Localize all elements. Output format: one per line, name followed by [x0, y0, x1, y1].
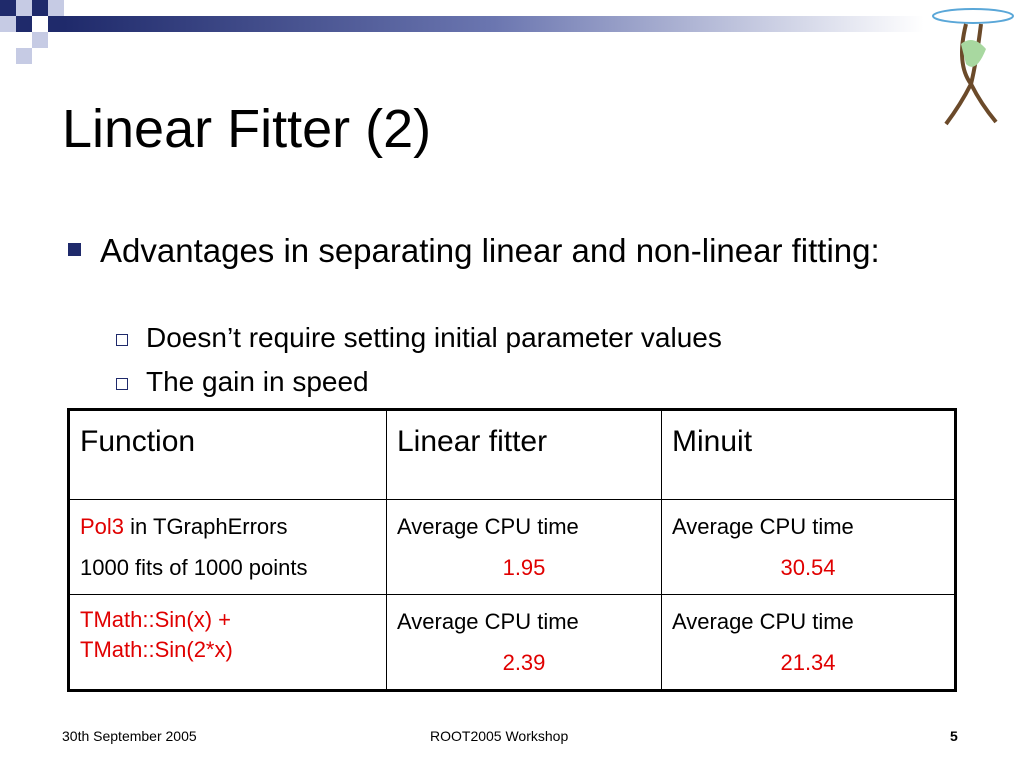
highlight: TMath::Sin(x) + TMath::Sin(2*x): [80, 607, 233, 662]
sub-bullet-icon: [116, 334, 128, 346]
cell: Pol3 in TGraphErrors 1000 fits of 1000 po…: [68, 499, 387, 595]
table-row: TMath::Sin(x) + TMath::Sin(2*x) Average …: [68, 594, 956, 691]
label: Average CPU time: [672, 609, 854, 634]
table: Function Linear fitter Minuit Pol3 in TG…: [67, 408, 957, 692]
label: Average CPU time: [397, 609, 579, 634]
value: 2.39: [502, 650, 546, 675]
page-number: 5: [950, 728, 958, 744]
sub-bullet: Doesn’t require setting initial paramete…: [146, 322, 722, 353]
decor: [32, 32, 48, 48]
label: Average CPU time: [672, 514, 854, 539]
header-cell: Minuit: [661, 409, 956, 500]
footer-event: ROOT2005 Workshop: [430, 728, 569, 744]
header-cell: Linear fitter: [386, 409, 662, 500]
value: 30.54: [780, 555, 836, 580]
decor: [48, 0, 64, 16]
decor: [0, 0, 16, 16]
table-header: Function Linear fitter Minuit: [68, 409, 956, 500]
decor: [16, 16, 32, 32]
decor: [0, 16, 16, 32]
decor: [16, 48, 32, 64]
cell: Average CPU time 30.54: [661, 499, 956, 595]
header-cell: Function: [68, 409, 387, 500]
text: in TGraphErrors: [130, 514, 288, 539]
footer-date: 30th September 2005: [62, 728, 197, 744]
title: Linear Fitter (2): [62, 99, 432, 159]
bullet-icon: [68, 243, 81, 256]
bullet: Advantages in separating linear and non-…: [100, 232, 880, 269]
note: 1000 fits of 1000 points: [80, 555, 308, 580]
label: Average CPU time: [397, 514, 579, 539]
logo: [932, 8, 1014, 126]
value: 21.34: [780, 650, 836, 675]
table-row: Pol3 in TGraphErrors 1000 fits of 1000 po…: [68, 499, 956, 595]
sub-bullet: The gain in speed: [146, 366, 369, 397]
cell: Average CPU time 2.39: [386, 594, 662, 691]
sub-bullet-icon: [116, 378, 128, 390]
header-bar: [64, 16, 924, 32]
decor: [48, 16, 64, 32]
highlight: Pol3: [80, 514, 125, 539]
value: 1.95: [502, 555, 546, 580]
cell: TMath::Sin(x) + TMath::Sin(2*x): [68, 594, 387, 691]
decor: [16, 0, 32, 16]
decor: [32, 0, 48, 16]
cell: Average CPU time 21.34: [661, 594, 956, 691]
cell: Average CPU time 1.95: [386, 499, 662, 595]
